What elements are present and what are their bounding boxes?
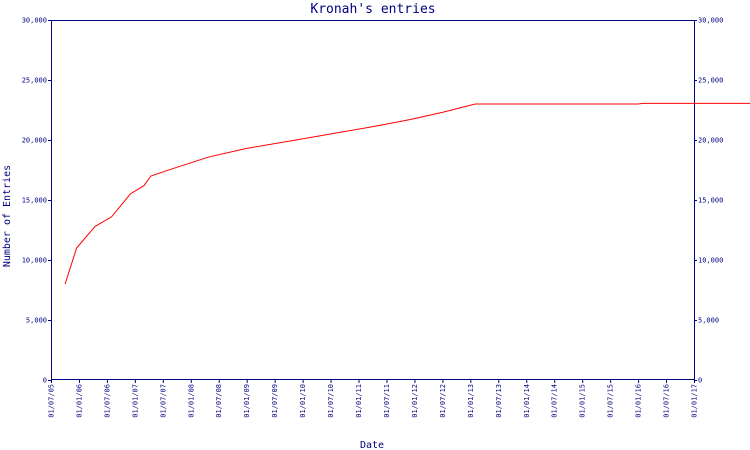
- y-axis-title: Number of Entries: [2, 165, 13, 267]
- x-tick-label: 01/07/11: [383, 384, 391, 418]
- x-tick-label: 01/01/12: [411, 384, 419, 418]
- y-tick-label-right: 5,000: [698, 317, 719, 325]
- x-tick-label: 01/01/11: [355, 384, 363, 418]
- chart-title: Kronah's entries: [310, 2, 435, 17]
- series-line: [64, 102, 750, 285]
- x-tick-label: 01/07/16: [663, 384, 671, 418]
- x-tick-label: 01/07/14: [551, 384, 559, 418]
- x-tick-label: 01/07/08: [215, 384, 223, 418]
- x-tick-label: 01/01/16: [635, 384, 643, 418]
- x-axis-title: Date: [360, 440, 384, 450]
- y-tick-label-left: 25,000: [22, 77, 47, 85]
- x-tick-label: 01/07/12: [439, 384, 447, 418]
- x-tick-label: 01/07/15: [607, 384, 615, 418]
- y-tick-label-right: 30,000: [698, 17, 723, 25]
- x-tick-label: 01/01/09: [243, 384, 251, 418]
- y-tick-label-right: 0: [698, 377, 702, 385]
- x-axis: 01/07/05 01/01/06 01/07/06 01/01/07 01/07/07…: [48, 380, 699, 418]
- y-tick-label-left: 10,000: [22, 257, 47, 265]
- x-tick-label: 01/01/10: [299, 384, 307, 418]
- y-tick-label-right: 20,000: [698, 137, 723, 145]
- x-tick-label: 01/01/15: [579, 384, 587, 418]
- x-tick-label: 01/07/13: [495, 384, 503, 418]
- x-tick-label: 01/01/08: [187, 384, 195, 418]
- x-tick-label: 01/07/05: [48, 384, 56, 418]
- x-tick-label: 01/01/06: [75, 384, 83, 418]
- y-tick-label-left: 30,000: [22, 17, 47, 25]
- y-tick-label-right: 15,000: [698, 197, 723, 205]
- x-tick-label: 01/01/07: [131, 384, 139, 418]
- x-tick-label: 01/01/13: [467, 384, 475, 418]
- series-layer: [64, 102, 750, 285]
- x-tick-label: 01/07/09: [271, 384, 279, 418]
- x-tick-label: 01/01/14: [523, 384, 531, 418]
- x-tick-label: 01/01/17: [691, 384, 699, 418]
- x-tick-label: 01/07/10: [327, 384, 335, 418]
- y-tick-label-left: 0: [43, 377, 47, 385]
- y-axis-right: 0 5,000 10,000 15,000 20,000 25,000 30,000: [694, 17, 723, 385]
- x-tick-label: 01/07/06: [103, 384, 111, 418]
- y-tick-label-right: 10,000: [698, 257, 723, 265]
- y-tick-label-left: 20,000: [22, 137, 47, 145]
- y-tick-label-right: 25,000: [698, 77, 723, 85]
- y-tick-label-left: 5,000: [26, 317, 47, 325]
- x-tick-label: 01/07/07: [159, 384, 167, 418]
- y-axis-left: 0 5,000 10,000 15,000 20,000 25,000 30,000: [22, 17, 51, 385]
- y-tick-label-left: 15,000: [22, 197, 47, 205]
